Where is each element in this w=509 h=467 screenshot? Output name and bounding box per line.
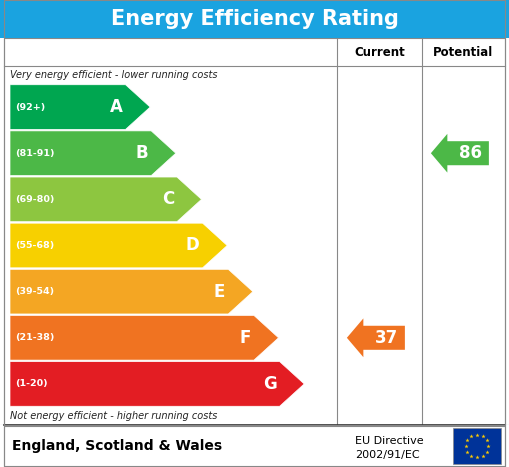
Text: E: E <box>214 283 225 301</box>
Polygon shape <box>10 316 278 360</box>
Text: Very energy efficient - lower running costs: Very energy efficient - lower running co… <box>10 70 217 80</box>
Bar <box>0 425 509 467</box>
Text: C: C <box>162 191 174 208</box>
Text: B: B <box>135 144 148 162</box>
Bar <box>4 426 505 466</box>
Text: 37: 37 <box>375 329 398 347</box>
Bar <box>453 428 501 464</box>
Polygon shape <box>431 134 489 173</box>
Text: England, Scotland & Wales: England, Scotland & Wales <box>12 439 222 453</box>
Text: G: G <box>263 375 276 393</box>
Text: 2002/91/EC: 2002/91/EC <box>355 450 419 460</box>
Text: (55-68): (55-68) <box>15 241 54 250</box>
Bar <box>0 425 509 467</box>
Polygon shape <box>10 85 150 129</box>
Bar <box>4 38 505 425</box>
Text: Potential: Potential <box>433 45 494 58</box>
Polygon shape <box>10 177 202 222</box>
Text: Current: Current <box>354 45 405 58</box>
Text: (39-54): (39-54) <box>15 287 54 296</box>
Text: (92+): (92+) <box>15 103 45 112</box>
Polygon shape <box>10 223 227 268</box>
Bar <box>0 0 509 38</box>
Text: F: F <box>240 329 251 347</box>
Text: Energy Efficiency Rating: Energy Efficiency Rating <box>110 9 399 29</box>
Text: Not energy efficient - higher running costs: Not energy efficient - higher running co… <box>10 411 217 421</box>
Polygon shape <box>10 361 304 406</box>
Polygon shape <box>10 131 176 176</box>
Text: EU Directive: EU Directive <box>355 436 423 446</box>
Polygon shape <box>10 269 253 314</box>
Text: A: A <box>109 98 123 116</box>
Text: (81-91): (81-91) <box>15 149 54 158</box>
Polygon shape <box>347 318 405 357</box>
Text: (69-80): (69-80) <box>15 195 54 204</box>
Text: D: D <box>186 236 200 255</box>
Text: 86: 86 <box>459 144 482 162</box>
Text: (21-38): (21-38) <box>15 333 54 342</box>
Text: (1-20): (1-20) <box>15 379 48 389</box>
